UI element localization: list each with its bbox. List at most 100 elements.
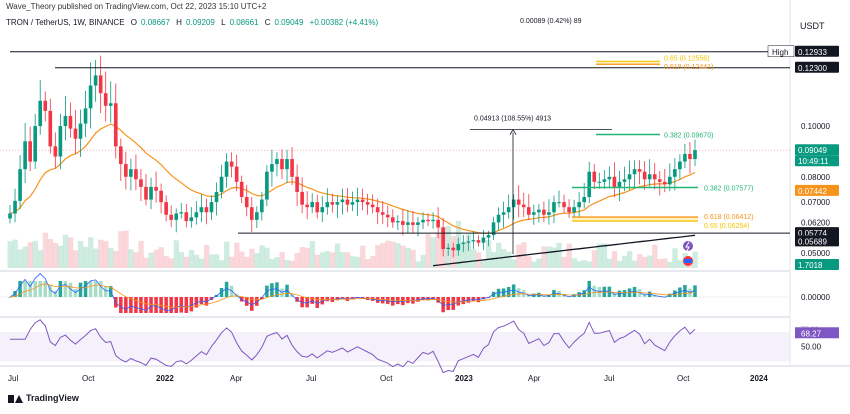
candle-body: [613, 177, 617, 187]
ema200-text: 0.05689: [798, 237, 827, 246]
macd-histogram-bar: [74, 289, 78, 297]
macd-histogram-bar: [179, 297, 183, 313]
volume-bar: [546, 247, 551, 268]
volume-bar: [33, 241, 38, 268]
volume-bar: [330, 252, 335, 268]
candle-body: [663, 182, 667, 185]
time-tick: Oct: [82, 374, 95, 383]
macd-histogram-bar: [593, 286, 597, 297]
volume-bar: [113, 251, 118, 268]
macd-histogram-bar: [270, 283, 274, 297]
volume-bar: [274, 257, 279, 268]
candle-body: [693, 150, 697, 159]
candle-body: [451, 248, 455, 251]
macd-histogram-bar: [174, 297, 178, 313]
volume-bar: [506, 252, 511, 268]
candle-body: [376, 207, 380, 212]
macd-histogram-bar: [185, 297, 189, 313]
currency-button[interactable]: USDT: [800, 21, 825, 31]
volume-bar: [526, 256, 531, 268]
candle-body: [94, 75, 98, 85]
candle-body: [688, 154, 692, 159]
macd-histogram-bar: [94, 281, 98, 297]
macd-histogram-bar: [134, 297, 138, 313]
volume-bar: [692, 251, 697, 268]
candle-body: [169, 215, 173, 220]
price-tick: 0.05000: [801, 249, 830, 258]
change-value: +0.00382 (+4.41%): [310, 18, 379, 27]
macd-histogram-bar: [124, 297, 128, 313]
volume-bar: [405, 248, 410, 268]
high-label: H: [176, 18, 182, 27]
volume-bar: [68, 238, 73, 268]
volume-bar: [199, 259, 204, 268]
candle-body: [401, 221, 405, 225]
macd-histogram-bar: [149, 297, 153, 313]
candle-body: [653, 174, 657, 179]
candle-body: [381, 212, 385, 215]
volume-bar: [345, 252, 350, 268]
candle-body: [315, 202, 319, 212]
candle-body: [421, 220, 425, 223]
volume-bar: [370, 256, 375, 268]
volume-bar: [375, 245, 380, 268]
flag-glyph: [684, 259, 692, 263]
ema50-text: 0.07442: [798, 187, 827, 196]
candle-body: [557, 202, 561, 203]
brand-name: TradingView: [26, 393, 79, 403]
candle-body: [28, 141, 32, 161]
candle-body: [8, 214, 12, 219]
volume-bar: [355, 257, 360, 268]
candle-body: [582, 197, 586, 202]
volume-bar: [501, 249, 506, 268]
candle-body: [603, 179, 607, 182]
candle-body: [487, 235, 491, 238]
volume-bar: [587, 262, 592, 268]
candle-body: [54, 146, 58, 156]
volume-bar: [431, 237, 436, 268]
candle-body: [119, 146, 123, 164]
volume-bar: [436, 233, 441, 268]
volume-bar: [194, 255, 199, 268]
footer-brand: TradingView: [8, 393, 79, 403]
volume-bar: [88, 237, 93, 268]
candle-body: [668, 177, 672, 185]
volume-bar: [23, 247, 28, 268]
candle-body: [648, 174, 652, 179]
candle-body: [265, 172, 269, 200]
candle-body: [623, 179, 627, 182]
volume-bar: [159, 247, 164, 268]
open-value: 0.08667: [141, 18, 170, 27]
low-label: L: [221, 18, 225, 27]
price-tick: 0.06200: [801, 218, 830, 227]
candle-body: [633, 169, 637, 174]
candle-body: [512, 200, 516, 208]
candle-body: [23, 141, 27, 169]
volume-bar: [83, 247, 88, 268]
high-value: 0.09209: [186, 18, 215, 27]
time-tick: 2022: [156, 374, 174, 383]
volume-bar: [184, 257, 189, 268]
candle-body: [456, 244, 460, 250]
candle-body: [628, 174, 632, 179]
publisher-line: Wave_Theory published on TradingView.com…: [6, 2, 266, 11]
volume-bar: [607, 259, 612, 268]
volume-bar: [78, 241, 83, 268]
candle-body: [84, 108, 88, 123]
volume-bar: [269, 259, 274, 268]
volume-bar: [536, 259, 541, 268]
rsi-mid-tick: 50.00: [801, 343, 822, 352]
time-tick: Oct: [677, 374, 690, 383]
volume-bar: [43, 233, 48, 268]
volume-bar: [290, 261, 295, 268]
candle-body: [441, 227, 445, 249]
macd-histogram-bar: [59, 281, 63, 297]
volume-bar: [295, 253, 300, 268]
volume-bar: [572, 258, 577, 268]
volume-bar: [73, 250, 78, 268]
candle-body: [497, 215, 501, 223]
rsi-band: [0, 332, 790, 361]
candle-body: [215, 192, 219, 202]
candle-body: [673, 169, 677, 177]
candle-body: [99, 75, 103, 93]
